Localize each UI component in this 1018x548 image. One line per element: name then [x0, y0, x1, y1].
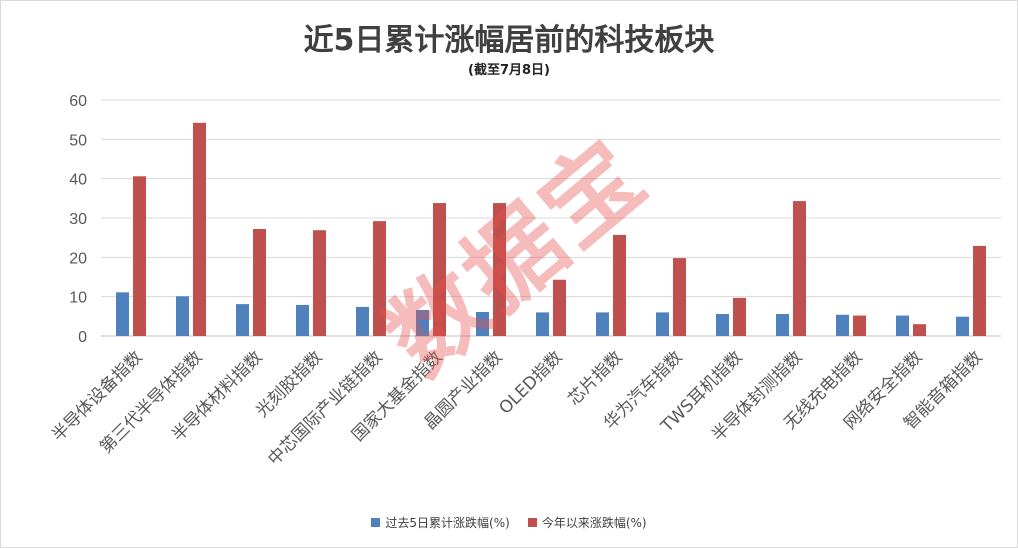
bar-ytd: [553, 279, 566, 336]
bar-5day: [236, 304, 249, 336]
bar-5day: [596, 312, 609, 336]
bar-ytd: [373, 221, 386, 336]
bar-5day: [716, 313, 729, 336]
bar-ytd: [673, 258, 686, 336]
bar-ytd: [433, 203, 446, 336]
bar-5day: [956, 316, 969, 336]
y-tick-label: 60: [69, 93, 87, 110]
chart-title: 近5日累计涨幅居前的科技板块: [303, 23, 715, 58]
bar-ytd: [853, 315, 866, 336]
bar-5day: [116, 292, 129, 336]
bar-ytd: [253, 229, 266, 336]
bar-ytd: [613, 234, 626, 336]
legend-swatch-ytd: [527, 518, 537, 527]
legend-item-5day: 过去5日累计涨跌幅(%): [371, 514, 510, 531]
bar-ytd: [313, 230, 326, 336]
x-category-label: 第三代半导体指数: [96, 347, 206, 457]
x-category-label: OLED指数: [495, 347, 566, 418]
y-tick-label: 30: [69, 211, 87, 228]
bar-5day: [476, 312, 489, 336]
legend-item-ytd: 今年以来涨跌幅(%): [527, 514, 647, 531]
bar-ytd: [973, 245, 986, 336]
bar-ytd: [733, 297, 746, 336]
bar-5day: [176, 296, 189, 336]
legend-label-5day: 过去5日累计涨跌幅(%): [385, 516, 510, 530]
bar-5day: [416, 310, 429, 336]
y-tick-label: 50: [69, 132, 87, 149]
x-category-label: 中芯国际产业链指数: [264, 347, 386, 469]
bar-5day: [296, 304, 309, 336]
y-tick-label: 40: [69, 172, 87, 189]
legend-label-ytd: 今年以来涨跌幅(%): [541, 516, 647, 530]
bar-5day: [896, 315, 909, 336]
y-tick-label: 10: [69, 290, 87, 307]
bar-ytd: [493, 203, 506, 336]
bar-5day: [836, 314, 849, 336]
bar-ytd: [793, 201, 806, 336]
bar-5day: [656, 312, 669, 336]
bar-5day: [776, 313, 789, 336]
bar-5day: [536, 312, 549, 336]
legend-swatch-5day: [371, 518, 381, 527]
y-tick-label: 0: [78, 329, 87, 346]
legend: 过去5日累计涨跌幅(%) 今年以来涨跌幅(%): [1, 514, 1017, 531]
x-category-label: 芯片指数: [564, 347, 626, 409]
chart-subtitle: (截至7月8日): [468, 63, 550, 78]
bar-ytd: [913, 324, 926, 336]
bar-5day: [356, 306, 369, 336]
y-tick-label: 20: [69, 250, 87, 267]
bar-ytd: [133, 176, 146, 336]
bar-ytd: [193, 122, 206, 337]
